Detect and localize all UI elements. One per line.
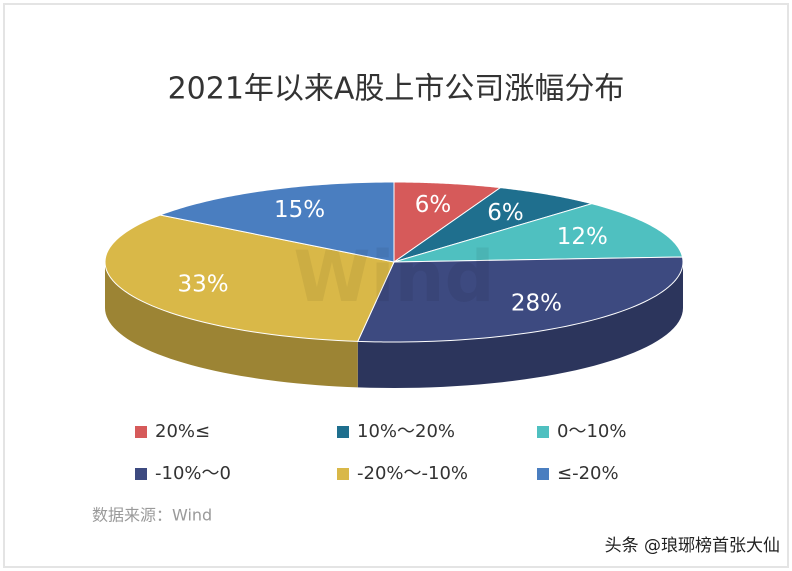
legend-swatch [135, 468, 147, 480]
slice [393, 187, 594, 263]
slice-side [105, 262, 358, 388]
data-label: 28% [511, 290, 562, 316]
legend-label: -20%～-10% [357, 463, 468, 484]
legend-label: 0～10% [557, 421, 626, 442]
legend-label: 20%≤ [155, 421, 210, 442]
slice [357, 256, 684, 343]
source: 数据来源：Wind [92, 506, 212, 525]
data-label: 15% [274, 197, 325, 223]
slice [158, 181, 395, 263]
legend-swatch [537, 468, 549, 480]
legend-swatch [135, 426, 147, 438]
data-label: 6% [415, 192, 452, 218]
legend-swatch [337, 468, 349, 480]
slice [393, 181, 502, 263]
legend-swatch [537, 426, 549, 438]
watermark: Wind [293, 236, 494, 318]
credit: 头条 @琅琊榜首张大仙 [605, 536, 780, 556]
slice [393, 203, 684, 263]
legend-label: ≤-20% [557, 463, 619, 484]
data-label: 6% [487, 200, 524, 226]
data-label: 33% [177, 271, 228, 297]
legend-label: 10%～20% [357, 421, 455, 442]
slice-side [357, 262, 683, 388]
pie: Wind 6% 6% 12% 28% 33% 15% [104, 181, 684, 388]
legend-swatch [337, 426, 349, 438]
chart-title: 2021年以来A股上市公司涨幅分布 [168, 72, 625, 107]
data-label: 12% [557, 224, 608, 250]
legend-label: -10%～0 [155, 463, 231, 484]
slice [104, 214, 395, 342]
